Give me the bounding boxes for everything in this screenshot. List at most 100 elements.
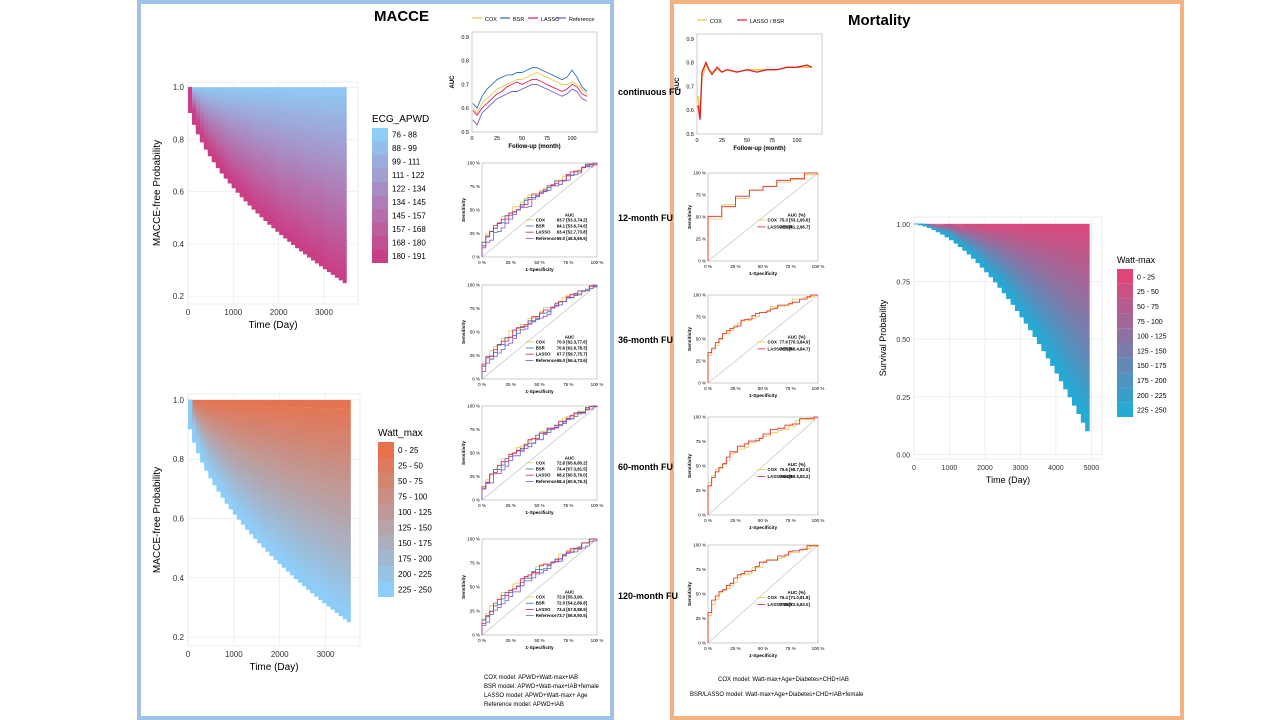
auc-value: 68.4 [60.5,76.3] xyxy=(557,479,588,484)
y-tick-label: 0.9 xyxy=(461,35,469,41)
km-band xyxy=(188,399,351,447)
y-tick-label: 0 % xyxy=(472,498,480,503)
x-tick-label: 0 xyxy=(186,308,191,317)
macce-title: MACCE xyxy=(374,8,429,25)
x-tick-label: 0 xyxy=(186,650,191,659)
legend-swatch xyxy=(372,155,388,169)
legend-swatch xyxy=(378,504,394,520)
legend-swatch xyxy=(1117,283,1133,299)
auc-header: AUC (%) xyxy=(788,462,806,467)
diagonal-line xyxy=(707,416,819,516)
macce-roc-120m: 0 %0 % 25 % 25 % 50 % 50 % 75 % 75 % 100 % 100 %… xyxy=(461,537,604,652)
km-band xyxy=(188,399,351,428)
y-tick-label: 75 % xyxy=(696,567,706,572)
fu-label-60m: 60-month FU xyxy=(618,462,673,472)
macce-auc-continuous-chart: COX BSR LASSO Reference 0 25 50 75 100 0.5 0.6 0.7 0… xyxy=(450,17,598,150)
legend-swatch xyxy=(378,473,394,489)
y-axis-label: Sensitivity xyxy=(687,205,693,229)
x-tick-label: 0 % xyxy=(478,382,486,387)
diagonal-line xyxy=(707,544,819,644)
macce-note-bsr: BSR model: APWD+Watt-max+IAB+female xyxy=(484,684,599,690)
y-tick-label: 100 % xyxy=(467,404,480,409)
y-tick-label: 50 % xyxy=(696,464,706,469)
x-tick-label: 1000 xyxy=(942,465,958,472)
roc-curve xyxy=(481,162,597,257)
km-band xyxy=(188,399,351,456)
km-band xyxy=(188,87,347,186)
y-tick-label: 25 % xyxy=(470,609,480,614)
y-tick-label: 0.00 xyxy=(896,452,910,459)
auc-series-line xyxy=(697,60,813,120)
y-tick-label: 0.6 xyxy=(686,108,694,114)
auc-value: 63.7 [53.3,74.2] xyxy=(557,217,588,222)
macce-note-lasso: LASSO model: APWD+Watt-max+ Age xyxy=(484,693,588,699)
x-tick-label: 50 % xyxy=(534,382,544,387)
legend-label: LASSO / BSR xyxy=(750,19,784,25)
km-band xyxy=(188,399,351,530)
x-tick-label: 3000 xyxy=(315,308,333,317)
plot-area xyxy=(471,31,598,133)
auc-header: AUC xyxy=(565,590,575,595)
y-tick-label: 50 % xyxy=(696,337,706,342)
mortality-note-bsr-lasso: BSR/LASSO model: Watt-max+Age+Diabetes+C… xyxy=(690,692,864,698)
y-tick-label: 75 % xyxy=(470,306,480,311)
x-tick-label: 0 % xyxy=(478,638,486,643)
x-axis-label: 1-Specificity xyxy=(525,510,554,516)
auc-model-label: Reference xyxy=(536,613,557,618)
y-axis-label: Sensitivity xyxy=(687,327,693,351)
y-axis-label: Sensitivity xyxy=(461,575,467,599)
x-tick-label: 0 % xyxy=(704,386,712,391)
mortality-roc-36m: 0 %0 % 25 % 25 % 50 % 50 % 75 % 75 % 100 % 100 %… xyxy=(687,293,824,400)
x-tick-label: 100 % xyxy=(591,638,604,643)
y-tick-label: 100 % xyxy=(467,161,480,166)
legend-label: 145 - 157 xyxy=(392,211,426,220)
auc-model-label: Reference xyxy=(536,479,557,484)
km-band xyxy=(188,87,347,210)
km-band xyxy=(188,87,347,145)
legend-title: Watt_max xyxy=(378,428,423,439)
auc-header: AUC xyxy=(565,455,575,460)
auc-model-label: LASSO BSR xyxy=(768,346,794,351)
km-band xyxy=(188,87,347,161)
y-tick-label: 0.4 xyxy=(173,240,185,249)
x-tick-label: 75 xyxy=(544,136,550,142)
x-tick-label: 100 xyxy=(567,136,576,142)
diagonal-line xyxy=(481,284,598,380)
auc-model-label: COX xyxy=(768,217,777,222)
diagonal-line xyxy=(481,162,598,258)
auc-header: AUC xyxy=(565,334,575,339)
legend-label: 157 - 168 xyxy=(392,225,426,234)
roc-curve xyxy=(481,405,597,500)
legend-label: 150 - 175 xyxy=(1137,363,1167,370)
y-tick-label: 50 % xyxy=(470,585,480,590)
km-band xyxy=(914,223,1090,242)
y-axis-label: MACCE-free Probability xyxy=(152,467,163,573)
y-tick-label: 0.9 xyxy=(686,37,694,43)
x-axis-label: 1-Specificity xyxy=(749,525,778,531)
legend-label: COX xyxy=(710,19,722,25)
legend-swatch xyxy=(372,195,388,209)
x-tick-label: 25 % xyxy=(506,638,516,643)
km-band xyxy=(188,87,347,177)
x-tick-label: 25 % xyxy=(506,260,516,265)
auc-header: AUC (%) xyxy=(788,590,806,595)
y-tick-label: 75 % xyxy=(696,315,706,320)
plot-area xyxy=(696,33,823,135)
km-band xyxy=(188,399,351,549)
km-band xyxy=(188,87,347,218)
legend-swatch xyxy=(378,581,394,597)
km-band xyxy=(188,87,347,235)
auc-model-label: COX xyxy=(536,595,545,600)
legend-swatch xyxy=(372,236,388,250)
legend-label: 99 - 111 xyxy=(392,157,421,166)
y-axis-label: Sensitivity xyxy=(461,441,467,465)
auc-model-label: COX xyxy=(768,339,777,344)
legend-swatch xyxy=(378,519,394,535)
auc-value: 67.7 [59.7,75.7] xyxy=(557,352,588,357)
y-tick-label: 0.6 xyxy=(173,188,185,197)
y-tick-label: 25 % xyxy=(696,237,706,242)
y-tick-label: 100 % xyxy=(693,415,706,420)
km-band xyxy=(188,399,351,539)
legend-label: 150 - 175 xyxy=(398,539,432,548)
km-band xyxy=(188,399,351,474)
